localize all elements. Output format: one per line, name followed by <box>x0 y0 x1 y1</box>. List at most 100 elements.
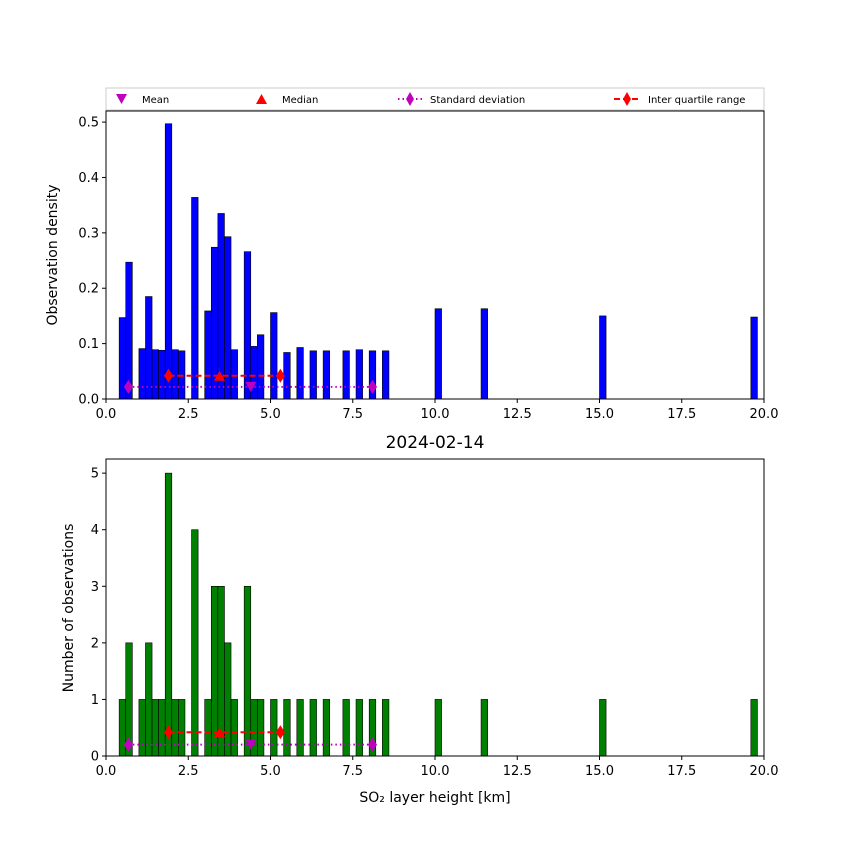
histogram-bar <box>138 699 146 757</box>
histogram-bar <box>224 642 232 757</box>
histogram-bar <box>257 699 265 757</box>
y-tick-label: 0.0 <box>78 393 99 408</box>
histogram-bar <box>145 642 153 757</box>
x-axis-label: SO₂ layer height [km] <box>359 790 510 806</box>
x-tick-label: 15.0 <box>585 764 614 779</box>
histogram-bar <box>243 585 252 757</box>
x-tick-label: 2.5 <box>178 407 199 422</box>
y-tick-label: 3 <box>91 580 99 595</box>
histogram-bar <box>322 350 331 400</box>
histogram-bar <box>151 349 159 400</box>
std-lower-marker <box>123 737 133 752</box>
histogram-bar <box>171 699 179 757</box>
x-tick-label: 17.5 <box>667 764 696 779</box>
legend-item-std: Standard deviation <box>398 92 525 106</box>
histogram-bar <box>151 699 159 757</box>
legend-mean-marker <box>116 94 127 104</box>
x-tick-label: 0.0 <box>96 764 117 779</box>
mean-marker <box>245 739 257 750</box>
histogram-bar <box>309 350 317 400</box>
legend-iqr-marker <box>623 92 631 106</box>
y-tick-label: 0.4 <box>78 171 99 186</box>
histogram-bar <box>191 197 199 400</box>
histogram-bar <box>480 699 488 757</box>
x-tick-label: 12.5 <box>503 764 532 779</box>
x-tick-label: 15.0 <box>585 407 614 422</box>
mean-marker <box>245 381 257 392</box>
histogram-bar <box>178 699 186 757</box>
histogram-bar <box>296 699 304 757</box>
histogram-bar <box>599 315 607 400</box>
x-tick-label: 12.5 <box>503 407 532 422</box>
x-tick-label: 0.0 <box>96 407 117 422</box>
median-marker <box>214 370 226 381</box>
y-tick-label: 2 <box>91 636 99 651</box>
histogram-bar <box>750 316 758 400</box>
histogram-bar <box>342 699 350 757</box>
iqr-lower-marker <box>164 368 174 383</box>
histogram-bar <box>204 699 212 757</box>
x-tick-label: 10.0 <box>421 407 450 422</box>
histogram-bar <box>434 699 442 757</box>
histogram-bar <box>270 699 278 757</box>
legend: Mean Median Standard deviation Inter qua… <box>105 87 765 111</box>
histogram-bar <box>250 346 258 400</box>
histogram-bar <box>434 308 442 400</box>
bar-group <box>118 472 758 757</box>
iqr-upper-marker <box>275 725 285 740</box>
histogram-bar <box>125 261 133 400</box>
histogram-bar <box>296 347 304 400</box>
x-tick-label: 7.5 <box>342 407 363 422</box>
iqr-upper-marker <box>275 368 285 383</box>
x-tick-label: 20.0 <box>750 407 779 422</box>
y-tick-label: 4 <box>91 523 99 538</box>
x-tick-label: 17.5 <box>667 407 696 422</box>
histogram-bar <box>204 310 212 400</box>
histogram-bar <box>118 699 127 757</box>
histogram-bar <box>355 699 363 757</box>
legend-std-marker <box>406 92 414 106</box>
legend-median-marker <box>256 94 267 104</box>
histogram-bar <box>171 349 179 400</box>
histogram-bar <box>243 251 252 400</box>
y-axis-label: Observation density <box>45 184 61 325</box>
y-axis-label: Number of observations <box>61 524 77 693</box>
legend-iqr-label: Inter quartile range <box>648 95 745 106</box>
y-tick-label: 0.3 <box>78 226 99 241</box>
median-marker <box>214 727 226 738</box>
histogram-bar <box>480 308 488 400</box>
histogram-bar <box>230 699 238 757</box>
x-tick-label: 2.5 <box>178 764 199 779</box>
histogram-bar <box>191 529 199 757</box>
x-tick-label: 10.0 <box>421 764 450 779</box>
histogram-bar <box>158 349 166 400</box>
histogram-bar <box>750 699 758 757</box>
legend-mean-label: Mean <box>142 95 169 106</box>
histogram-bar <box>164 472 173 757</box>
histogram-bar <box>230 349 238 400</box>
y-tick-label: 0.1 <box>78 337 99 352</box>
chart-title: 2024-02-14 <box>386 433 485 453</box>
y-tick-label: 0.2 <box>78 282 99 297</box>
y-tick-label: 0 <box>91 750 99 765</box>
x-tick-label: 7.5 <box>342 764 363 779</box>
std-upper-marker <box>367 737 377 752</box>
histogram-bar <box>224 236 232 400</box>
y-tick-label: 5 <box>91 467 99 482</box>
histogram-bar <box>382 350 390 400</box>
legend-item-iqr: Inter quartile range <box>614 92 745 106</box>
x-tick-label: 5.0 <box>260 764 281 779</box>
histogram-bar <box>599 699 607 757</box>
histogram-bar <box>210 585 219 757</box>
y-tick-label: 1 <box>91 693 99 708</box>
legend-frame <box>105 87 765 111</box>
histogram-bar <box>164 123 173 400</box>
std-upper-marker <box>367 379 377 394</box>
histogram-bar <box>355 349 363 400</box>
x-tick-label: 20.0 <box>750 764 779 779</box>
histogram-bar <box>382 699 390 757</box>
histogram-bar <box>309 699 317 757</box>
histogram-bar <box>145 296 153 400</box>
histogram-bar <box>322 699 331 757</box>
